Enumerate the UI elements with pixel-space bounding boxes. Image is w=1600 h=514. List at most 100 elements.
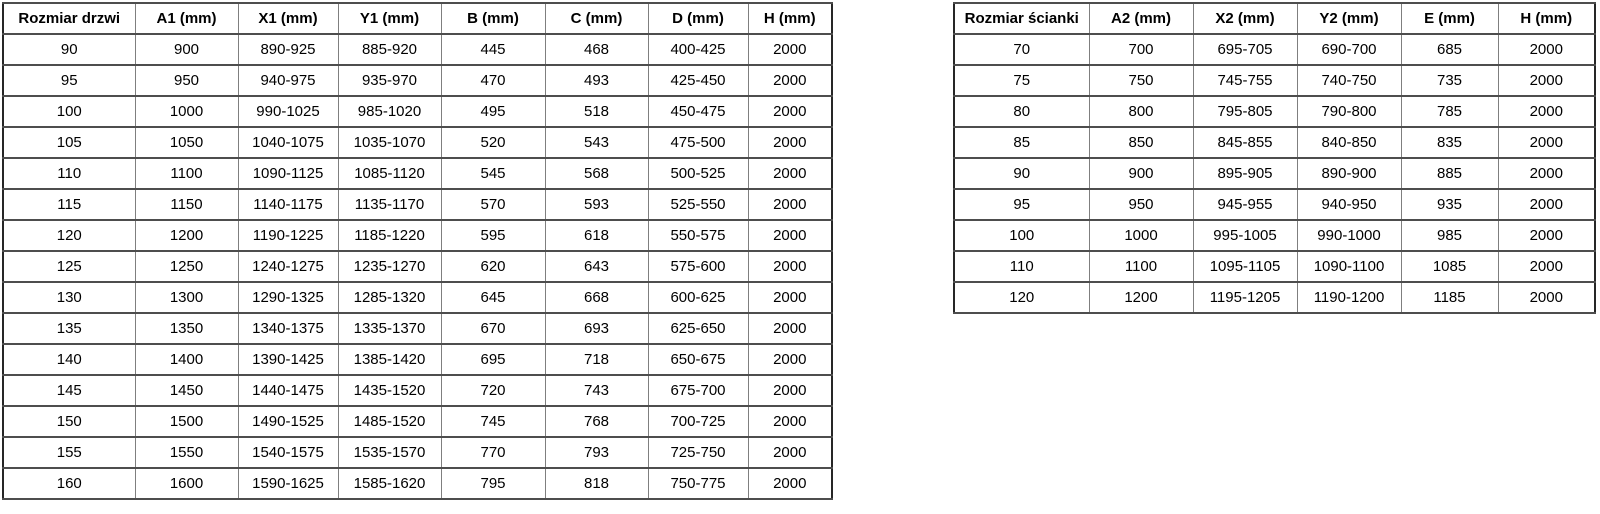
table-cell: 150 (2, 405, 136, 438)
table-cell: 1540-1575 (237, 436, 339, 469)
table-cell: 793 (544, 436, 649, 469)
table-row: 110 1100 1095-1105 1090-1100 1085 2000 (953, 250, 1596, 283)
table-cell: 495 (440, 95, 546, 128)
table-cell: 625-650 (647, 312, 749, 345)
table-cell: 2000 (747, 157, 833, 190)
table-cell: 2000 (747, 436, 833, 469)
table-cell: 718 (544, 343, 649, 376)
table-cell: 468 (544, 33, 649, 66)
table-cell: 700 (1088, 33, 1194, 66)
table-cell: 100 (2, 95, 136, 128)
table-cell: 1350 (134, 312, 239, 345)
table-cell: 1390-1425 (237, 343, 339, 376)
column-header: Y1 (mm) (337, 2, 442, 35)
table-cell: 450-475 (647, 95, 749, 128)
table-cell: 445 (440, 33, 546, 66)
table-cell: 2000 (747, 64, 833, 97)
table-cell: 95 (953, 188, 1090, 221)
table-cell: 645 (440, 281, 546, 314)
table-cell: 2000 (747, 33, 833, 66)
table-cell: 600-625 (647, 281, 749, 314)
table-row: 120 1200 1190-1225 1185-1220 595 618 550-575 20… (2, 219, 833, 252)
table-cell: 725-750 (647, 436, 749, 469)
table-cell: 145 (2, 374, 136, 407)
table-cell: 1500 (134, 405, 239, 438)
table-cell: 1090-1100 (1296, 250, 1402, 283)
table-cell: 693 (544, 312, 649, 345)
table-cell: 1195-1205 (1192, 281, 1298, 314)
table-cell: 1190-1200 (1296, 281, 1402, 314)
table-cell: 575-600 (647, 250, 749, 283)
table-row: 100 1000 990-1025 985-1020 495 518 450-475 2000 (2, 95, 833, 128)
table-cell: 840-850 (1296, 126, 1402, 159)
table-cell: 935-970 (337, 64, 442, 97)
table-cell: 85 (953, 126, 1090, 159)
table-cell: 618 (544, 219, 649, 252)
table-cell: 835 (1400, 126, 1499, 159)
table-row: 75 750 745-755 740-750 735 2000 (953, 64, 1596, 97)
table-cell: 130 (2, 281, 136, 314)
table-cell: 1400 (134, 343, 239, 376)
table-cell: 1385-1420 (337, 343, 442, 376)
table-cell: 568 (544, 157, 649, 190)
table-cell: 890-900 (1296, 157, 1402, 190)
column-header: H (mm) (747, 2, 833, 35)
table-cell: 1190-1225 (237, 219, 339, 252)
column-header: D (mm) (647, 2, 749, 35)
table-cell: 1100 (1088, 250, 1194, 283)
table-cell: 2000 (1497, 219, 1596, 252)
table-cell: 1035-1070 (337, 126, 442, 159)
table-cell: 1490-1525 (237, 405, 339, 438)
table-cell: 795 (440, 467, 546, 500)
table-cell: 595 (440, 219, 546, 252)
table-cell: 2000 (747, 126, 833, 159)
table-cell: 985 (1400, 219, 1499, 252)
table-cell: 135 (2, 312, 136, 345)
table-cell: 1485-1520 (337, 405, 442, 438)
table-cell: 570 (440, 188, 546, 221)
table-cell: 90 (953, 157, 1090, 190)
table-cell: 795-805 (1192, 95, 1298, 128)
table-cell: 768 (544, 405, 649, 438)
table-row: 115 1150 1140-1175 1135-1170 570 593 525-550 20… (2, 188, 833, 221)
table-cell: 75 (953, 64, 1090, 97)
table-cell: 1200 (1088, 281, 1194, 314)
table-cell: 2000 (1497, 281, 1596, 314)
column-header: A1 (mm) (134, 2, 239, 35)
wall-table-header: Rozmiar ścianki A2 (mm) X2 (mm) Y2 (mm) E (m… (953, 2, 1596, 35)
table-cell: 125 (2, 250, 136, 283)
table-cell: 1200 (134, 219, 239, 252)
door-sizes-table: Rozmiar drzwi A1 (mm) X1 (mm) Y1 (mm) B (mm)… (2, 2, 833, 500)
table-row: 100 1000 995-1005 990-1000 985 2000 (953, 219, 1596, 252)
table-cell: 1290-1325 (237, 281, 339, 314)
table-cell: 2000 (747, 312, 833, 345)
header-row: Rozmiar ścianki A2 (mm) X2 (mm) Y2 (mm) E (m… (953, 2, 1596, 35)
table-cell: 90 (2, 33, 136, 66)
table-cell: 475-500 (647, 126, 749, 159)
table-cell: 985-1020 (337, 95, 442, 128)
table-row: 120 1200 1195-1205 1190-1200 1185 2000 (953, 281, 1596, 314)
table-cell: 525-550 (647, 188, 749, 221)
table-cell: 1440-1475 (237, 374, 339, 407)
table-cell: 2000 (1497, 95, 1596, 128)
table-row: 140 1400 1390-1425 1385-1420 695 718 650-675 20… (2, 343, 833, 376)
table-cell: 740-750 (1296, 64, 1402, 97)
table-cell: 1150 (134, 188, 239, 221)
table-row: 160 1600 1590-1625 1585-1620 795 818 750-775 20… (2, 467, 833, 500)
table-cell: 400-425 (647, 33, 749, 66)
table-row: 125 1250 1240-1275 1235-1270 620 643 575-600 20… (2, 250, 833, 283)
table-cell: 105 (2, 126, 136, 159)
table-row: 95 950 945-955 940-950 935 2000 (953, 188, 1596, 221)
column-header: E (mm) (1400, 2, 1499, 35)
table-cell: 990-1025 (237, 95, 339, 128)
table-cell: 1090-1125 (237, 157, 339, 190)
table-cell: 155 (2, 436, 136, 469)
table-cell: 2000 (1497, 64, 1596, 97)
table-cell: 2000 (747, 343, 833, 376)
table-cell: 2000 (747, 95, 833, 128)
table-cell: 685 (1400, 33, 1499, 66)
table-cell: 745-755 (1192, 64, 1298, 97)
column-header: A2 (mm) (1088, 2, 1194, 35)
table-cell: 785 (1400, 95, 1499, 128)
